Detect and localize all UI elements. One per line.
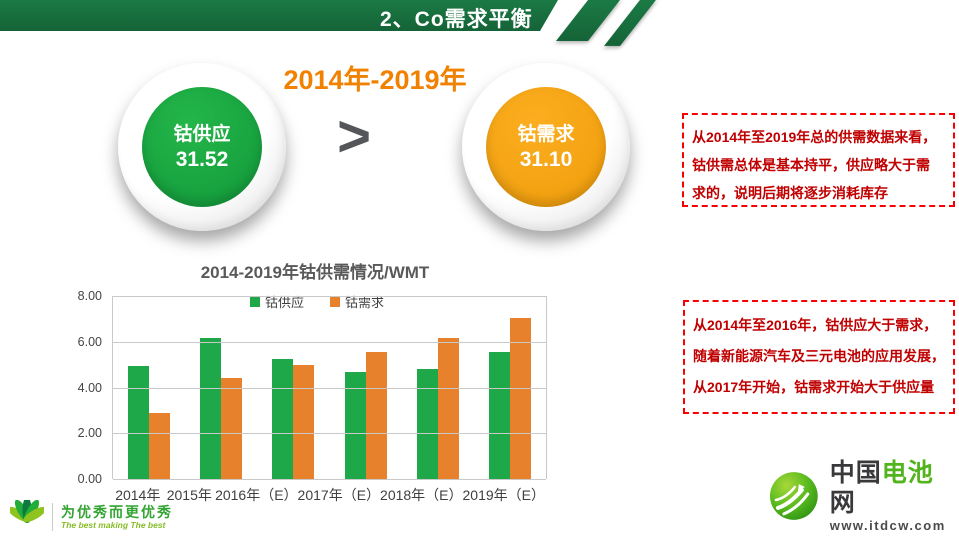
bar-钴供应 (488, 352, 510, 479)
bar-group (402, 296, 474, 479)
x-tick-label: 2014年 (115, 487, 161, 503)
supply-demand-chart: 2014-2019年钴供需情况/WMT 钴供应 钴需求 8.00 6.00 4.00 2… (60, 256, 605, 516)
site-logo: 中国电池网 www.itdcw.com (768, 458, 959, 534)
divider (52, 503, 53, 531)
bar-钴供应 (272, 358, 294, 479)
bar-钴需求 (365, 352, 387, 479)
bar-group (113, 296, 185, 479)
leaf-fan-icon (10, 500, 44, 523)
bar-钴需求 (509, 317, 531, 479)
header-bar (0, 0, 558, 31)
bar-group (330, 296, 402, 479)
x-tick-label: 2016年（E） (215, 487, 298, 503)
note-line: 求的，说明后期将逐步消耗库存 (692, 185, 888, 201)
bar-钴需求 (293, 364, 315, 479)
note-box-trend: 从2014年至2016年，钴供应大于需求， 随着新能源汽车及三元电池的应用发展，… (683, 300, 955, 414)
bar-钴供应 (416, 369, 438, 479)
x-tick-label: 2015年 (166, 487, 212, 503)
gridline (113, 387, 546, 389)
demand-circle-plate: 钴需求 31.10 (462, 63, 630, 231)
note-line: 随着新能源汽车及三元电池的应用发展， (693, 348, 945, 364)
x-tick-label: 2019年（E） (462, 487, 545, 503)
legend-label: 钴供应 (264, 295, 304, 310)
site-url: www.itdcw.com (829, 518, 946, 533)
y-axis: 8.00 6.00 4.00 2.00 0.00 (60, 289, 106, 486)
bar-钴供应 (344, 371, 366, 479)
bar-group (185, 296, 257, 479)
legend-swatch (249, 296, 260, 307)
note-box-supply-demand-balance: 从2014年至2019年总的供需数据来看， 钴供需总体是基本持平，供应略大于需 … (682, 113, 955, 207)
legend-item: 钴需求 (330, 292, 384, 311)
bar-钴供应 (128, 365, 150, 479)
demand-label: 钴需求 (517, 123, 575, 145)
legend-item: 钴供应 (249, 292, 304, 311)
y-tick-label: 2.00 (77, 426, 102, 441)
note-line: 从2014年至2016年，钴供应大于需求， (693, 317, 938, 333)
period-title: 2014年-2019年 (283, 65, 467, 95)
x-tick-label: 2017年（E） (297, 487, 381, 503)
x-axis: 2014年 2015年 2016年（E） 2017年（E） 2018年（E） 2019年（… (112, 485, 545, 505)
site-name-suffix: 网 (829, 489, 856, 517)
bar-钴需求 (221, 378, 243, 479)
demand-value: 31.10 (519, 147, 573, 171)
chart-legend: 钴供应 钴需求 (112, 292, 522, 311)
y-tick-label: 0.00 (77, 472, 102, 486)
header-stripe-icon (556, 0, 621, 41)
chart-title: 2014-2019年钴供需情况/WMT (200, 263, 430, 282)
site-name-prefix: 中国 (829, 459, 882, 487)
y-tick-label: 8.00 (77, 289, 102, 303)
bar-钴需求 (149, 412, 171, 479)
bar-group (257, 296, 329, 479)
note-line: 钴供需总体是基本持平，供应略大于需 (692, 157, 930, 173)
plot-area (112, 296, 547, 480)
supply-circle: 钴供应 31.52 (142, 87, 262, 207)
gridline (113, 341, 546, 343)
note-line: 从2014年至2019年总的供需数据来看， (692, 129, 937, 145)
x-tick-label: 2018年（E） (380, 487, 463, 503)
footer-brand: 为优秀而更优秀 The best making The best (10, 500, 173, 534)
bar-钴需求 (437, 338, 459, 479)
y-tick-label: 4.00 (77, 380, 102, 395)
greater-than-icon: > (337, 104, 371, 169)
legend-label: 钴需求 (345, 295, 385, 310)
bar-钴供应 (200, 338, 222, 479)
brand-tagline: The best making The best (61, 519, 166, 530)
site-name-highlight: 电池 (881, 459, 934, 487)
y-tick-label: 6.00 (77, 334, 102, 349)
bars-row (113, 296, 546, 479)
demand-circle: 钴需求 31.10 (486, 87, 606, 207)
page-title: 2、Co需求平衡 (380, 8, 533, 31)
note-line: 从2017年开始，钴需求开始大于供应量 (693, 379, 935, 395)
site-name: 中国电池网 (830, 458, 959, 518)
legend-swatch (330, 296, 340, 307)
supply-circle-plate: 钴供应 31.52 (118, 63, 286, 231)
supply-value: 31.52 (175, 147, 229, 171)
gridline (113, 479, 546, 480)
supply-label: 钴供应 (173, 123, 231, 145)
brand-name: 为优秀而更优秀 (61, 503, 173, 520)
gridline (113, 433, 546, 435)
gridline (113, 296, 546, 297)
bar-group (474, 296, 546, 479)
globe-swoosh-icon (769, 472, 818, 520)
